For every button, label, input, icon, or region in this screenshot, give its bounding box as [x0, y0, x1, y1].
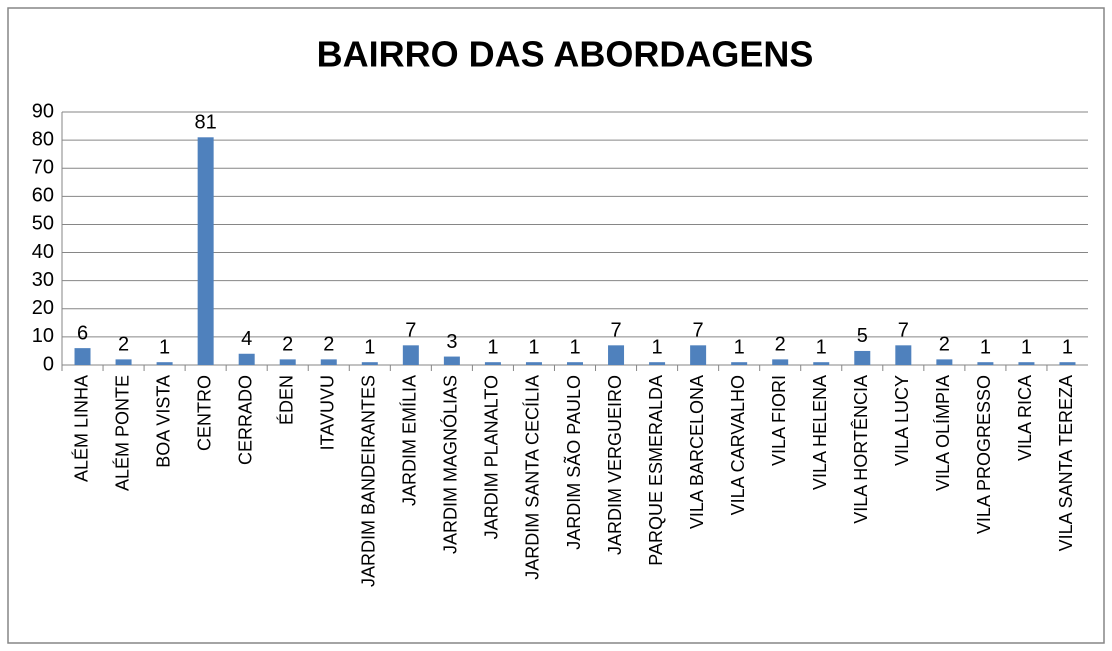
- data-label: 1: [487, 336, 498, 358]
- bar: [690, 345, 707, 365]
- chart-frame: [7, 7, 1105, 644]
- data-label: 3: [446, 331, 457, 353]
- bar: [320, 359, 337, 365]
- x-tick-label: VILA LUCY: [892, 375, 912, 466]
- bar: [608, 345, 625, 365]
- x-tick-label: VILA FIORI: [769, 375, 789, 466]
- data-label: 4: [241, 328, 252, 350]
- data-label: 5: [857, 325, 868, 347]
- y-tick-label: 90: [32, 100, 54, 122]
- bar: [238, 353, 255, 365]
- data-label: 1: [159, 336, 170, 358]
- y-tick-label: 60: [32, 185, 54, 207]
- bar: [895, 345, 912, 365]
- data-label: 6: [77, 322, 88, 344]
- x-tick-label: JARDIM MAGNÓLIAS: [440, 375, 461, 554]
- x-tick-label: JARDIM VERGUEIRO: [605, 375, 625, 555]
- x-tick-label: JARDIM BANDEIRANTES: [359, 375, 379, 587]
- bar: [1018, 362, 1035, 365]
- y-tick-label: 0: [43, 353, 54, 375]
- data-label: 1: [1021, 336, 1032, 358]
- data-label: 7: [405, 320, 416, 342]
- x-tick-label: PARQUE ESMERALDA: [646, 375, 666, 566]
- x-tick-label: VILA CARVALHO: [728, 375, 748, 515]
- x-tick-label: ALÉM PONTE: [112, 375, 132, 491]
- x-tick-label: ÉDEN: [276, 375, 296, 425]
- y-tick-label: 10: [32, 325, 54, 347]
- data-label: 81: [195, 112, 217, 134]
- y-tick-label: 80: [32, 128, 54, 150]
- data-label: 1: [1062, 336, 1073, 358]
- data-label: 1: [528, 336, 539, 358]
- data-label: 1: [980, 336, 991, 358]
- y-tick-label: 50: [32, 213, 54, 235]
- bar: [772, 359, 789, 365]
- bar: [402, 345, 419, 365]
- bar: [156, 362, 173, 365]
- bar: [361, 362, 378, 365]
- x-tick-label: BOA VISTA: [153, 375, 173, 468]
- bar: [443, 356, 460, 365]
- y-tick-label: 70: [32, 157, 54, 179]
- x-tick-label: VILA BARCELONA: [687, 375, 707, 529]
- bar: [936, 359, 953, 365]
- x-tick-label: JARDIM SÃO PAULO: [563, 375, 584, 550]
- data-label: 1: [364, 336, 375, 358]
- x-tick-label: JARDIM EMÍLIA: [400, 375, 420, 506]
- x-tick-label: VILA OLÍMPIA: [933, 375, 953, 491]
- bar: [649, 362, 666, 365]
- x-tick-label: JARDIM SANTA CECÍLIA: [523, 375, 543, 580]
- x-tick-label: VILA RICA: [1015, 375, 1035, 461]
- x-tick-label: VILA SANTA TEREZA: [1056, 375, 1076, 551]
- bar: [279, 359, 296, 365]
- bar: [731, 362, 748, 365]
- x-tick-label: CERRADO: [235, 375, 255, 465]
- bar: [813, 362, 830, 365]
- bar: [74, 348, 91, 365]
- data-label: 1: [569, 336, 580, 358]
- bar: [484, 362, 501, 365]
- bar: [197, 137, 214, 365]
- x-tick-label: VILA HORTÊNCIA: [851, 375, 871, 524]
- data-label: 2: [775, 334, 786, 356]
- y-tick-label: 40: [32, 241, 54, 263]
- bar: [1059, 362, 1076, 365]
- y-tick-label: 30: [32, 269, 54, 291]
- data-label: 2: [323, 334, 334, 356]
- data-label: 2: [282, 334, 293, 356]
- bar: [854, 350, 871, 365]
- x-tick-label: VILA HELENA: [810, 375, 830, 490]
- data-label: 2: [118, 334, 129, 356]
- data-label: 1: [816, 336, 827, 358]
- data-label: 7: [693, 320, 704, 342]
- bar: [115, 359, 132, 365]
- x-tick-label: VILA PROGRESSO: [974, 375, 994, 534]
- data-label: 7: [610, 320, 621, 342]
- y-tick-label: 20: [32, 297, 54, 319]
- bar: [977, 362, 994, 365]
- chart-title: BAIRRO DAS ABORDAGENS: [317, 34, 814, 75]
- x-tick-label: JARDIM PLANALTO: [482, 375, 502, 539]
- data-label: 1: [652, 336, 663, 358]
- x-tick-label: ITAVUVU: [318, 375, 338, 450]
- bar: [567, 362, 583, 365]
- bar: [525, 362, 542, 365]
- data-label: 1: [734, 336, 745, 358]
- data-label: 2: [939, 334, 950, 356]
- x-tick-label: CENTRO: [194, 375, 214, 451]
- x-tick-label: ALÉM LINHA: [71, 375, 91, 482]
- data-label: 7: [898, 320, 909, 342]
